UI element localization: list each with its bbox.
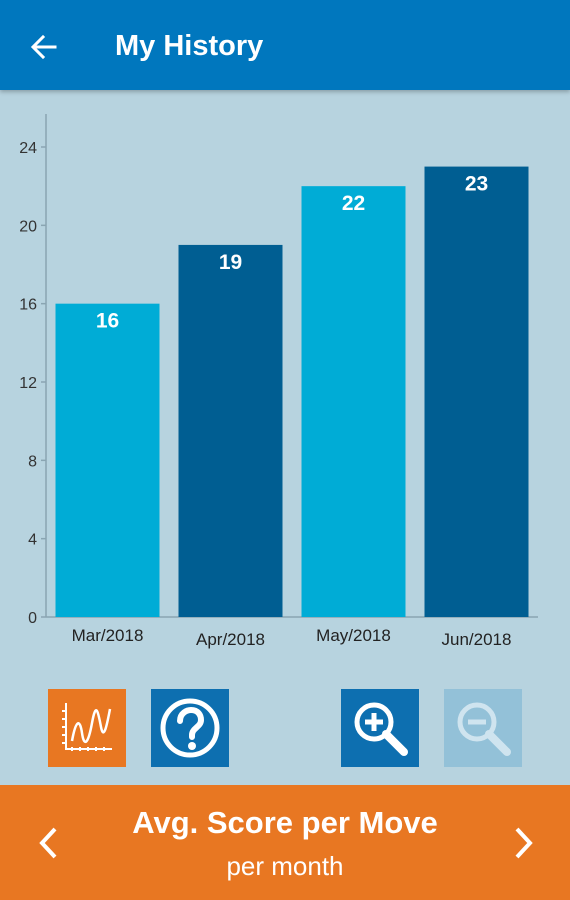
y-tick-label: 12	[19, 375, 37, 392]
chevron-right-icon	[515, 827, 533, 859]
bar-value-label: 19	[219, 251, 242, 274]
y-tick-label: 16	[19, 297, 37, 314]
y-tick-label: 24	[19, 140, 37, 157]
bar-value-label: 22	[342, 192, 365, 215]
zoom-in-button[interactable]	[341, 689, 419, 767]
zoom-out-button[interactable]	[444, 689, 522, 767]
bar-value-label: 23	[465, 173, 488, 196]
x-tick-label: May/2018	[316, 626, 391, 645]
metric-footer: Avg. Score per Move per month	[0, 785, 570, 900]
zoom-out-icon	[457, 702, 511, 756]
x-tick-label: Apr/2018	[196, 630, 265, 649]
page-title: My History	[115, 30, 264, 62]
x-tick-label: Mar/2018	[72, 626, 144, 645]
y-tick-label: 20	[19, 218, 37, 235]
metric-title: Avg. Score per Move	[132, 805, 438, 840]
next-metric-button[interactable]	[504, 815, 544, 871]
metric-subtitle: per month	[226, 851, 344, 881]
bar-may-2018	[301, 186, 406, 617]
bar-value-label: 16	[96, 310, 119, 333]
help-icon	[160, 698, 220, 758]
y-tick-label: 4	[28, 532, 37, 549]
bar-mar-2018	[55, 303, 160, 617]
trend-chart-button[interactable]	[48, 689, 126, 767]
app-bar: My History	[0, 0, 570, 90]
bar-apr-2018	[178, 244, 283, 617]
zoom-in-icon	[354, 702, 408, 756]
back-button[interactable]	[22, 25, 66, 69]
x-tick-label: Jun/2018	[442, 630, 512, 649]
bar-jun-2018	[424, 166, 529, 617]
help-button[interactable]	[151, 689, 229, 767]
y-tick-label: 8	[28, 453, 37, 470]
chevron-left-icon	[39, 827, 57, 859]
previous-metric-button[interactable]	[28, 815, 68, 871]
arrow-left-icon	[30, 34, 57, 60]
bar-chart: 0 4 8 12 16 20 24 16 Mar/2018 19 Apr/2018 22 May/20…	[0, 92, 570, 662]
y-tick-label: 0	[28, 610, 37, 627]
trend-chart-icon	[62, 703, 112, 751]
